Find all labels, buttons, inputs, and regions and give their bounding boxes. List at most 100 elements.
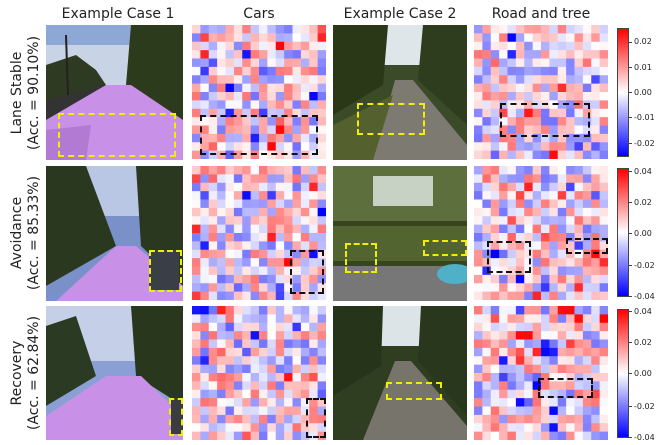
heatmap-cell — [474, 339, 483, 349]
heatmap-cell — [599, 414, 608, 424]
heatmap-cell — [566, 25, 576, 34]
heatmap-cell — [192, 33, 201, 43]
heatmap-cell — [574, 381, 584, 391]
heatmap-cell — [250, 191, 260, 201]
colorbar-tickmark — [629, 437, 632, 438]
heatmap-cell — [267, 347, 277, 357]
heatmap-cell — [225, 216, 235, 226]
colorbar-tick: 0.02 — [634, 198, 652, 207]
heatmap-cell — [515, 25, 525, 34]
heatmap-cell — [208, 241, 218, 251]
heatmap-cell — [474, 233, 483, 242]
heatmap-cell — [532, 207, 542, 217]
heatmap-cell — [300, 233, 310, 242]
heatmap-cell — [507, 117, 517, 127]
heatmap-cell — [192, 191, 201, 201]
heatmap-cell — [524, 75, 534, 85]
heatmap-cell — [541, 398, 550, 408]
heatmap-cell — [242, 241, 252, 251]
heatmap-cell — [524, 182, 534, 192]
heatmap-cell — [284, 398, 294, 408]
heatmap-cell — [474, 117, 483, 127]
heatmap-cell — [566, 373, 576, 382]
heatmap-cell — [217, 258, 227, 268]
heatmap-cell — [515, 224, 525, 234]
row-name: Recovery — [9, 340, 25, 405]
row-label-avoidance: Avoidance (Acc. = 85.33%) — [6, 165, 46, 300]
heatmap-cell — [549, 322, 559, 332]
heatmap-cell — [259, 389, 268, 399]
heatmap-cell — [566, 92, 576, 101]
heatmap-cell — [242, 322, 252, 332]
heatmap-cell — [259, 314, 268, 324]
heatmap-cell — [490, 224, 500, 234]
heatmap-cell — [259, 125, 268, 135]
heatmap-cell — [591, 33, 601, 43]
heatmap-cell — [574, 58, 584, 68]
heatmap-cell — [574, 117, 584, 127]
heatmap-cell — [250, 125, 260, 135]
heatmap-cell — [317, 356, 326, 366]
heatmap-cell — [490, 125, 500, 135]
heatmap-cell — [499, 75, 509, 85]
heatmap-cell — [225, 33, 235, 43]
heatmap-cell — [233, 381, 243, 391]
heatmap-cell — [549, 339, 559, 349]
heatmap-cell — [566, 233, 576, 242]
heatmap-cell — [549, 117, 559, 127]
heatmap-cell — [292, 423, 302, 433]
heatmap-cell — [284, 233, 294, 242]
heatmap-cell — [499, 258, 509, 268]
heatmap-cell — [507, 66, 517, 76]
heatmap-cell — [200, 389, 210, 399]
heatmap-cell — [474, 174, 483, 184]
heatmap-cell — [591, 356, 601, 366]
heatmap-cell — [284, 75, 294, 85]
heatmap-cell — [582, 249, 592, 259]
heatmap-cell — [591, 25, 601, 34]
column-header-example-case-1: Example Case 1 — [61, 6, 175, 22]
heatmap-cell — [549, 166, 559, 175]
heatmap-cell — [275, 108, 285, 118]
colorbar-tick: 0.02 — [634, 338, 652, 347]
heatmap-cell — [482, 182, 492, 192]
heatmap-cell — [242, 306, 252, 315]
heatmap-cell — [566, 381, 576, 391]
heatmap-cell — [582, 331, 592, 341]
heatmap-cell — [300, 216, 310, 226]
heatmap-cell — [574, 414, 584, 424]
heatmap-cell — [275, 142, 285, 152]
heatmap-cell — [192, 373, 201, 382]
heatmap-cell — [524, 58, 534, 68]
heatmap-cell — [557, 339, 567, 349]
heatmap-cell — [499, 25, 509, 34]
heatmap-cell — [217, 33, 227, 43]
heatmap-cell — [566, 431, 576, 440]
heatmap-cell — [208, 331, 218, 341]
heatmap-cell — [574, 66, 584, 76]
heatmap-cell — [549, 33, 559, 43]
heatmap-cell — [217, 25, 227, 34]
heatmap-cell — [482, 150, 492, 159]
heatmap-cell — [317, 117, 326, 127]
heatmap-cell — [208, 166, 218, 175]
heatmap-cell — [250, 58, 260, 68]
heatmap-cell — [574, 306, 584, 315]
heatmap-cell — [474, 389, 483, 399]
heatmap-cell — [267, 83, 277, 93]
colorbar-tick: 0.04 — [634, 167, 652, 176]
heatmap-cell — [482, 25, 492, 34]
heatmap-cell — [309, 331, 319, 341]
heatmap-cell — [208, 414, 218, 424]
heatmap-cell — [309, 233, 319, 242]
heatmap-cell — [557, 241, 567, 251]
colorbar-tickmark — [629, 233, 632, 234]
heatmap-cell — [566, 423, 576, 433]
heatmap-cell — [192, 274, 201, 284]
heatmap-cell — [507, 331, 517, 341]
heatmap-cell — [267, 339, 277, 349]
heatmap-cell — [267, 117, 277, 127]
heatmap-cell — [524, 431, 534, 440]
heatmap-cell — [233, 347, 243, 357]
heatmap-cell — [490, 339, 500, 349]
